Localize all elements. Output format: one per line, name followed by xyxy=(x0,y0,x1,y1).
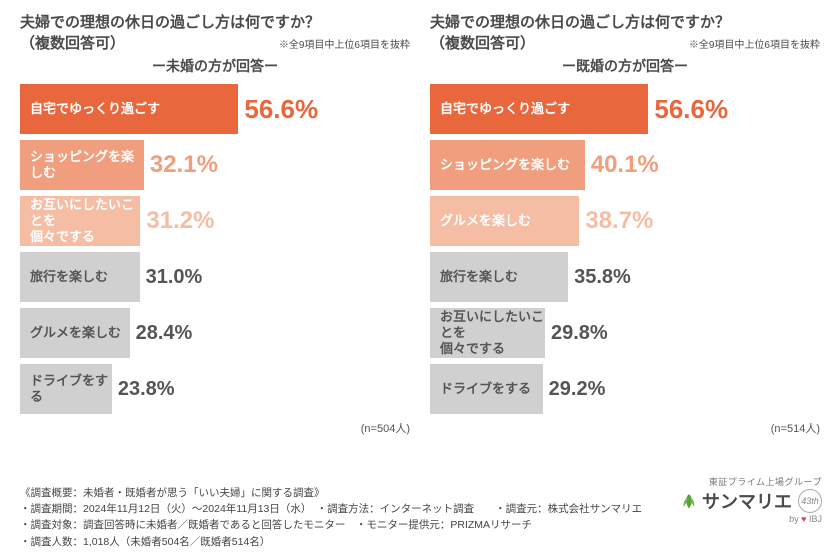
chart-multi: （複数回答可） xyxy=(20,33,125,54)
chart-panel-married: 夫婦での理想の休日の過ごし方は何ですか？ （複数回答可） ※全9項目中上位6項目… xyxy=(430,12,820,436)
chart-note: ※全9項目中上位6項目を抜粋 xyxy=(279,36,410,51)
bar-row: 旅行を楽しむ 31.0% xyxy=(20,252,410,302)
bar: 旅行を楽しむ xyxy=(430,252,568,302)
bar: 旅行を楽しむ xyxy=(20,252,140,302)
brand-logo: 東証プライム上場グループ サンマリエ 43th by ♥ IBJ xyxy=(680,475,822,524)
logo-byline: by ♥ IBJ xyxy=(680,514,822,524)
logo-text: サンマリエ xyxy=(702,488,792,514)
n-label: (n=504人) xyxy=(20,420,410,436)
value-label: 31.2% xyxy=(146,207,214,235)
bar-row: お互いにしたいことを 個々でする 29.8% xyxy=(430,308,820,358)
bar-row: ショッピングを楽しむ32.1% xyxy=(20,140,410,190)
leaf-icon xyxy=(680,492,698,510)
value-label: 29.2% xyxy=(549,378,606,401)
chart-subtitle: ー未婚の方が回答ー xyxy=(20,56,410,76)
bar-row: ドライブをする 23.8% xyxy=(20,364,410,414)
bar-row: グルメを楽しむ 28.4% xyxy=(20,308,410,358)
bar-row: ショッピングを楽しむ40.1% xyxy=(430,140,820,190)
bar-row: 自宅でゆっくり過ごす56.6% xyxy=(430,84,820,134)
bars-unmarried: 自宅でゆっくり過ごす56.6% ショッピングを楽しむ32.1% お互いにしたいことを… xyxy=(20,84,410,414)
title-block: 夫婦での理想の休日の過ごし方は何ですか？ （複数回答可） ※全9項目中上位6項目… xyxy=(20,12,410,76)
value-label: 28.4% xyxy=(136,322,193,345)
value-label: 40.1% xyxy=(591,151,659,179)
bars-married: 自宅でゆっくり過ごす56.6% ショッピングを楽しむ40.1% グルメを楽しむ38.… xyxy=(430,84,820,414)
bar: お互いにしたいことを 個々でする xyxy=(20,196,140,246)
bar: 自宅でゆっくり過ごす xyxy=(20,84,238,134)
value-label: 31.0% xyxy=(146,266,203,289)
n-label: (n=514人) xyxy=(430,420,820,436)
anniversary-badge: 43th xyxy=(798,489,822,513)
heart-icon: ♥ xyxy=(801,514,806,524)
chart-title: 夫婦での理想の休日の過ごし方は何ですか？ xyxy=(430,12,820,33)
bar: 自宅でゆっくり過ごす xyxy=(430,84,648,134)
value-label: 23.8% xyxy=(118,378,175,401)
bar-row: 旅行を楽しむ 35.8% xyxy=(430,252,820,302)
chart-subtitle: ー既婚の方が回答ー xyxy=(430,56,820,76)
value-label: 32.1% xyxy=(150,151,218,179)
bar-row: お互いにしたいことを 個々でする31.2% xyxy=(20,196,410,246)
chart-multi: （複数回答可） xyxy=(430,33,535,54)
value-label: 56.6% xyxy=(244,94,318,125)
bar: グルメを楽しむ xyxy=(430,196,579,246)
value-label: 29.8% xyxy=(551,322,608,345)
bar: ショッピングを楽しむ xyxy=(20,140,144,190)
value-label: 56.6% xyxy=(654,94,728,125)
bar-row: ドライブをする 29.2% xyxy=(430,364,820,414)
bar-row: グルメを楽しむ38.7% xyxy=(430,196,820,246)
value-label: 38.7% xyxy=(585,207,653,235)
bar: グルメを楽しむ xyxy=(20,308,130,358)
bar: ドライブをする xyxy=(430,364,543,414)
chart-title: 夫婦での理想の休日の過ごし方は何ですか？ xyxy=(20,12,410,33)
chart-note: ※全9項目中上位6項目を抜粋 xyxy=(689,36,820,51)
bar: ショッピングを楽しむ xyxy=(430,140,585,190)
charts-container: 夫婦での理想の休日の過ごし方は何ですか？ （複数回答可） ※全9項目中上位6項目… xyxy=(0,0,840,436)
logo-tagline: 東証プライム上場グループ xyxy=(680,475,822,488)
bar: お互いにしたいことを 個々でする xyxy=(430,308,545,358)
bar: ドライブをする xyxy=(20,364,112,414)
value-label: 35.8% xyxy=(574,266,631,289)
bar-row: 自宅でゆっくり過ごす56.6% xyxy=(20,84,410,134)
title-block: 夫婦での理想の休日の過ごし方は何ですか？ （複数回答可） ※全9項目中上位6項目… xyxy=(430,12,820,76)
footer-line: ・調査人数：1,018人（未婚者504名／既婚者514名） xyxy=(20,534,820,550)
chart-panel-unmarried: 夫婦での理想の休日の過ごし方は何ですか？ （複数回答可） ※全9項目中上位6項目… xyxy=(20,12,410,436)
